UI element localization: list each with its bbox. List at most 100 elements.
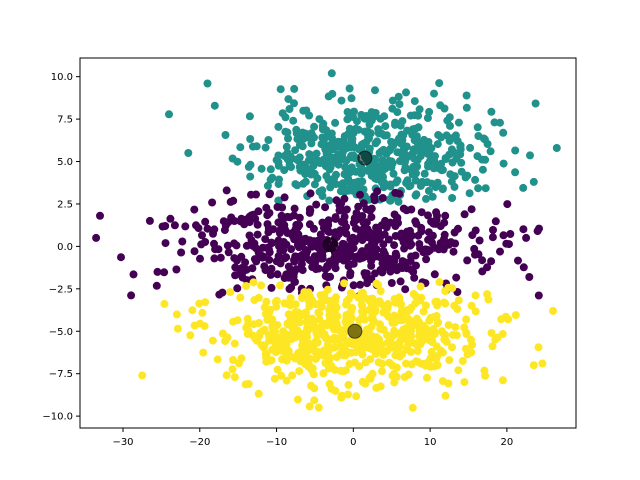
scatter-point: [299, 106, 308, 115]
scatter-point: [294, 223, 302, 232]
scatter-point: [305, 220, 314, 229]
scatter-point: [370, 196, 379, 205]
scatter-point: [400, 327, 409, 336]
scatter-point: [457, 158, 466, 167]
scatter-point: [424, 162, 432, 171]
scatter-point: [170, 221, 179, 230]
x-tick-label: −30: [112, 437, 133, 448]
scatter-point: [341, 366, 350, 375]
scatter-point: [280, 193, 289, 202]
scatter-point: [358, 350, 367, 359]
scatter-point: [190, 247, 199, 256]
scatter-point: [355, 254, 364, 263]
scatter-point: [349, 259, 358, 268]
scatter-point: [292, 129, 301, 138]
scatter-point: [390, 330, 399, 339]
scatter-point: [462, 330, 471, 339]
scatter-point: [462, 315, 471, 324]
scatter-point: [456, 150, 465, 159]
scatter-point: [358, 307, 366, 316]
scatter-point: [319, 136, 328, 145]
scatter-point: [267, 283, 276, 292]
x-axis: −30 −20 −10 0 10 20: [112, 428, 513, 448]
scatter-point: [474, 250, 483, 259]
scatter-point: [418, 337, 427, 346]
scatter-point: [252, 257, 261, 266]
scatter-point: [257, 281, 266, 290]
scatter-point: [478, 165, 487, 174]
scatter-point: [280, 166, 289, 175]
scatter-point: [272, 302, 281, 311]
scatter-point: [274, 151, 283, 160]
scatter-point: [273, 270, 282, 279]
scatter-point: [332, 293, 340, 302]
scatter-point: [342, 320, 351, 329]
scatter-point: [402, 359, 410, 368]
scatter-point: [381, 122, 390, 131]
scatter-point: [372, 245, 381, 254]
scatter-point: [431, 297, 440, 306]
scatter-point: [392, 178, 401, 187]
scatter-point: [188, 306, 197, 315]
scatter-point: [410, 97, 419, 106]
scatter-point: [448, 284, 457, 293]
scatter-point: [226, 288, 235, 297]
scatter-point: [441, 154, 450, 163]
scatter-point: [350, 358, 359, 367]
scatter-point: [273, 321, 282, 329]
scatter-point: [325, 379, 334, 388]
scatter-point: [392, 216, 401, 225]
scatter-point: [215, 290, 224, 299]
scatter-point: [282, 253, 291, 262]
scatter-point: [394, 92, 403, 101]
scatter-point: [371, 349, 380, 358]
scatter-point: [284, 262, 293, 271]
scatter-point: [481, 184, 490, 193]
scatter-point: [129, 270, 138, 279]
scatter-point: [290, 84, 299, 93]
scatter-point: [424, 211, 432, 220]
scatter-point: [262, 357, 271, 366]
scatter-point: [313, 338, 322, 347]
scatter-point: [229, 317, 238, 326]
scatter-point: [388, 104, 397, 113]
scatter-point: [499, 231, 508, 240]
scatter-point: [402, 153, 411, 162]
scatter-point: [361, 358, 370, 367]
scatter-point: [378, 194, 387, 202]
scatter-point: [310, 122, 319, 131]
scatter-point: [412, 340, 421, 349]
y-tick-label: 10.0: [51, 72, 73, 83]
scatter-point: [348, 304, 357, 312]
scatter-point: [172, 265, 181, 274]
y-tick-label: 7.5: [57, 115, 73, 126]
scatter-point: [344, 380, 353, 389]
scatter-point: [552, 144, 561, 152]
scatter-point: [260, 262, 269, 271]
scatter-point: [342, 229, 351, 238]
scatter-point: [383, 304, 392, 313]
scatter-point: [433, 140, 442, 149]
scatter-point: [417, 293, 426, 302]
scatter-point: [496, 247, 504, 256]
scatter-point: [231, 263, 240, 272]
scatter-point: [273, 365, 282, 374]
scatter-point: [441, 299, 450, 308]
scatter-point: [460, 323, 469, 332]
x-tick-label: 10: [424, 437, 437, 448]
scatter-point: [305, 346, 313, 354]
scatter-point: [305, 339, 314, 348]
scatter-point: [295, 367, 304, 376]
scatter-point: [245, 112, 254, 121]
scatter-point: [322, 296, 331, 305]
scatter-point: [243, 314, 252, 323]
scatter-point: [382, 131, 391, 140]
scatter-point: [257, 341, 266, 350]
scatter-point: [428, 337, 437, 345]
scatter-point: [152, 281, 161, 290]
scatter-point: [447, 177, 456, 186]
scatter-point: [511, 311, 520, 320]
scatter-point: [166, 214, 175, 223]
scatter-point: [471, 175, 480, 184]
scatter-point: [498, 330, 507, 338]
